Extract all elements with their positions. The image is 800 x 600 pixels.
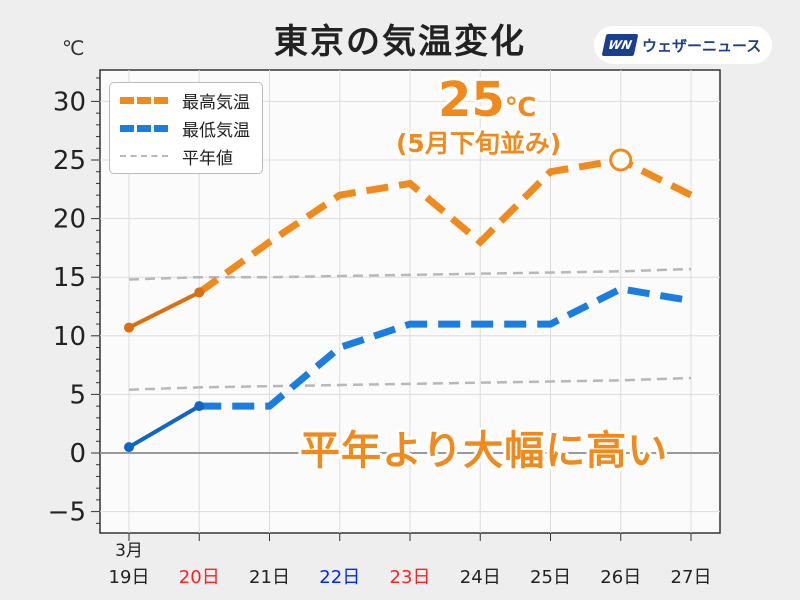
peak-marker: [609, 148, 633, 172]
min-observed-point: [124, 442, 134, 453]
y-tick-label: 15: [53, 263, 86, 293]
y-tick-label: 30: [53, 87, 86, 117]
peak-value-annotation: 25℃: [438, 72, 537, 128]
x-tick-label: 20日: [179, 567, 220, 588]
legend-swatch-normal: [120, 155, 168, 157]
legend-swatch-max: [120, 96, 168, 104]
legend-swatch-min: [120, 124, 168, 132]
legend-item-max: 最高気温: [120, 88, 250, 113]
weathernews-badge: WN ウェザーニュース: [594, 26, 772, 64]
unit-label: ℃: [62, 36, 85, 60]
legend-label-normal: 平年値: [182, 148, 233, 169]
legend-label-min: 最低気温: [182, 120, 250, 141]
normal-line: [128, 267, 692, 281]
y-tick-label: 5: [69, 380, 86, 410]
x-tick-label: 23日: [390, 567, 431, 588]
legend-item-min: 最低気温: [120, 116, 250, 141]
x-tick-label: 27日: [671, 567, 712, 588]
y-tick-label: 10: [53, 322, 86, 352]
peak-note-annotation: (5月下旬並み): [396, 129, 562, 158]
y-tick-label: 25: [53, 146, 86, 176]
max-observed-line: [128, 290, 201, 330]
legend-item-normal: 平年値: [120, 144, 233, 169]
legend: 最高気温 最低気温 平年値: [109, 82, 263, 174]
x-tick-label: 24日: [460, 567, 501, 588]
y-tick-label: 0: [69, 439, 86, 469]
axis-ticks: 30 25 20 15 10 5 0 −5 3月 19日 20日 21日 22日 23日 24日 25日 26日…: [48, 77, 712, 588]
weathernews-label: ウェザーニュース: [642, 36, 762, 55]
y-tick-label: 20: [53, 205, 86, 235]
x-tick-label: 21日: [249, 567, 290, 588]
min-observed-point: [194, 401, 205, 412]
min-observed-line: [127, 404, 201, 449]
legend-label-max: 最高気温: [182, 92, 250, 113]
summary-annotation: 平年より大幅に高い: [300, 428, 669, 474]
max-forecast-line: [197, 156, 693, 296]
x-tick-label: 26日: [600, 567, 641, 588]
x-tick-label: 19日: [109, 567, 150, 588]
chart-title: 東京の気温変化: [274, 22, 526, 62]
max-observed-point: [194, 287, 205, 298]
x-tick-label: 22日: [319, 567, 360, 588]
series-lines: [124, 148, 693, 453]
x-month-label: 3月: [115, 541, 143, 561]
normal-line: [128, 376, 692, 391]
min-forecast-line: [199, 285, 692, 410]
max-observed-point: [124, 322, 134, 333]
x-tick-label: 25日: [530, 567, 571, 588]
y-tick-label: −5: [48, 498, 86, 528]
